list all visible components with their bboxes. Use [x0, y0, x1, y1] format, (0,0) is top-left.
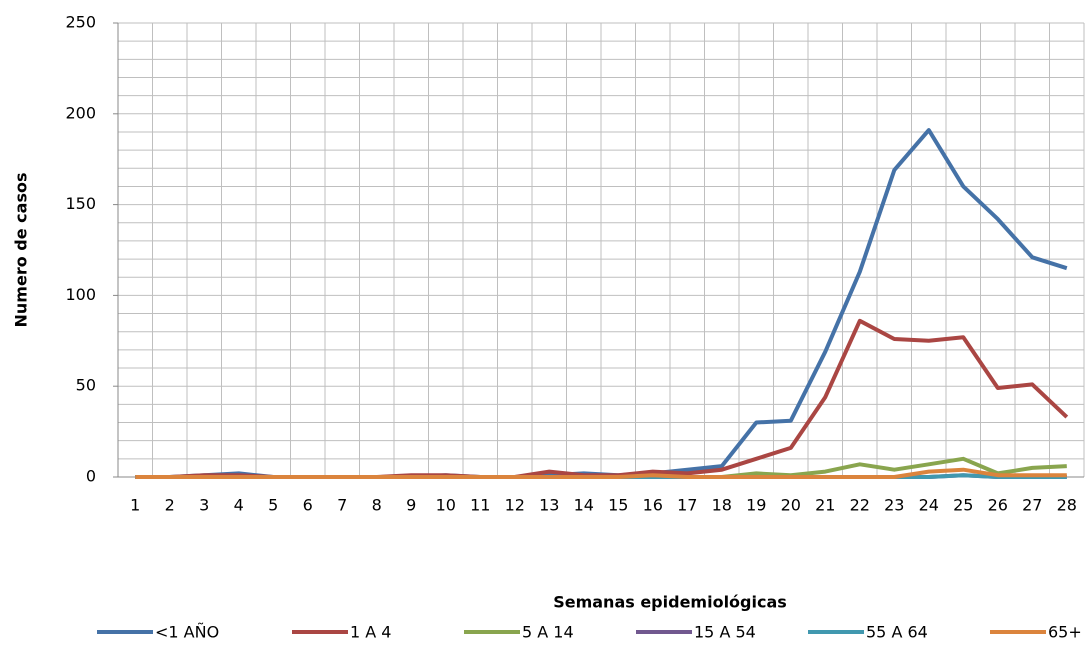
x-tick-label: 19: [746, 496, 766, 515]
series-line: [135, 467, 1067, 479]
x-tick-label: 22: [850, 496, 870, 515]
x-tick-label: 3: [199, 496, 209, 515]
y-tick-label: 0: [86, 467, 96, 486]
x-tick-label: 1: [130, 496, 140, 515]
x-tick-label: 5: [268, 496, 278, 515]
legend-label: 55 A 64: [866, 623, 928, 642]
x-tick-label: 21: [815, 496, 835, 515]
y-tick-label: 100: [65, 285, 96, 304]
x-tick-label: 12: [505, 496, 525, 515]
x-tick-label: 23: [884, 496, 904, 515]
y-tick-label: 50: [76, 376, 96, 395]
x-tick-label: 16: [643, 496, 663, 515]
legend-label: <1 AÑO: [155, 623, 219, 642]
x-tick-label: 15: [608, 496, 628, 515]
x-tick-label: 13: [539, 496, 559, 515]
x-tick-label: 6: [303, 496, 313, 515]
x-tick-label: 11: [470, 496, 490, 515]
x-tick-label: 20: [781, 496, 801, 515]
x-axis-label: Semanas epidemiológicas: [553, 593, 787, 612]
x-tick-label: 26: [988, 496, 1008, 515]
x-tick-label: 7: [337, 496, 347, 515]
x-tick-label: 27: [1022, 496, 1042, 515]
legend-label: 15 A 54: [694, 623, 756, 642]
x-tick-label: 9: [406, 496, 416, 515]
x-tick-label: 25: [953, 496, 973, 515]
x-tick-label: 14: [574, 496, 594, 515]
x-tick-label: 17: [677, 496, 697, 515]
y-axis-label: Numero de casos: [12, 173, 31, 328]
x-tick-label: 8: [372, 496, 382, 515]
y-tick-label: 250: [65, 13, 96, 32]
x-tick-label: 2: [165, 496, 175, 515]
y-tick-label: 200: [65, 103, 96, 122]
legend-label: 1 A 4: [350, 623, 391, 642]
x-tick-label: 10: [436, 496, 456, 515]
legend-label: 65+: [1048, 623, 1082, 642]
x-tick-label: 24: [919, 496, 939, 515]
y-tick-label: 150: [65, 194, 96, 213]
x-tick-label: 4: [234, 496, 244, 515]
x-tick-label: 28: [1057, 496, 1077, 515]
x-tick-label: 18: [712, 496, 732, 515]
legend-label: 5 A 14: [522, 623, 574, 642]
